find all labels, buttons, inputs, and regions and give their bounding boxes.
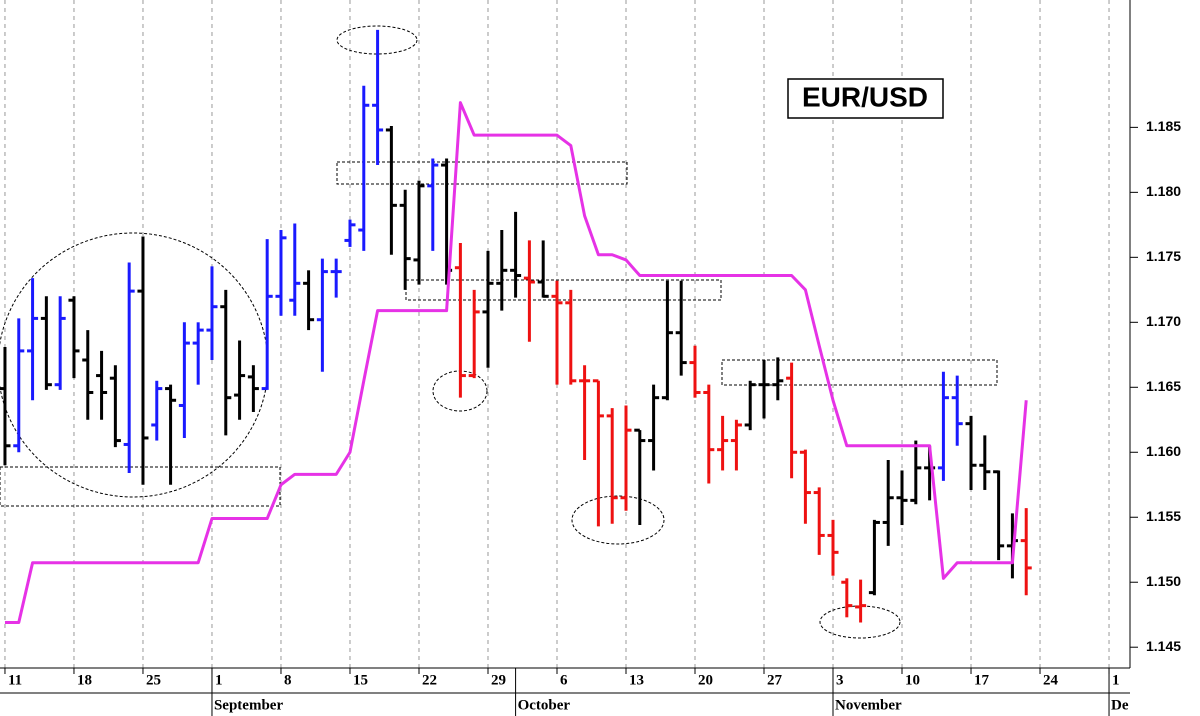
y-tick-label: 1.165 [1146,378,1181,394]
annotation-box [336,161,628,185]
indicator-line [4,101,1028,625]
month-label: October [518,697,571,713]
x-tick-label: 25 [146,672,161,688]
y-tick-label: 1.150 [1146,573,1181,589]
axes: 1.145 1.150 1.155 1.160 1.165 1.170 1.175 1.180… [4,118,1181,716]
annotation-box [405,279,722,301]
x-tick-label: 1 [215,672,223,688]
y-tick-label: 1.155 [1146,508,1181,524]
x-tick-label: 3 [836,672,844,688]
annotation-box [721,359,998,386]
y-tick-label: 1.160 [1146,443,1181,459]
y-tick-label: 1.180 [1146,183,1181,199]
label-box [787,78,944,119]
x-tick-label: 18 [77,672,92,688]
month-label: De [1111,697,1129,713]
annotation-ellipse [571,495,665,545]
x-tick-label: 6 [560,672,568,688]
x-tick-label: 24 [1043,672,1059,688]
marks [0,29,1032,625]
y-tick-label: 1.170 [1146,313,1181,329]
month-label: November [835,697,902,713]
x-tick-label: 29 [491,672,506,688]
x-tick-label: 8 [284,672,292,688]
x-tick-label: 27 [767,672,783,688]
annotation-ellipse [336,25,418,55]
x-tick-label: 11 [8,672,22,688]
y-tick-label: 1.175 [1146,248,1181,264]
month-label: September [214,697,283,713]
annotation-box [0,466,281,507]
chart-label: EUR/USD [802,81,928,112]
x-tick-label: 1 [1112,672,1120,688]
x-tick-label: 20 [698,672,713,688]
x-tick-label: 15 [353,672,368,688]
x-tick-label: 22 [422,672,437,688]
y-tick-label: 1.185 [1146,118,1181,134]
x-tick-label: 13 [629,672,644,688]
x-tick-label: 17 [974,672,990,688]
y-tick-label: 1.145 [1146,638,1181,654]
x-tick-label: 10 [905,672,920,688]
